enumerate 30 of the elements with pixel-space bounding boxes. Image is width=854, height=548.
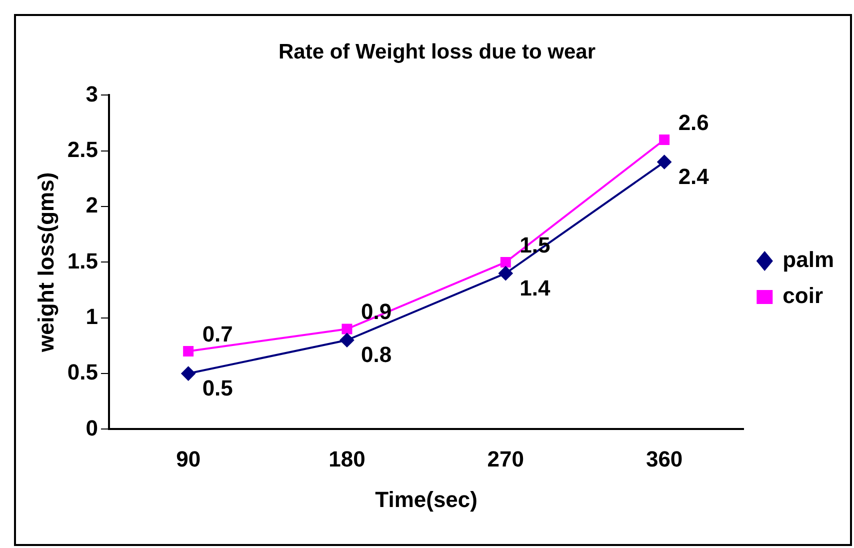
y-tick-label: 0.5	[67, 360, 98, 385]
chart-title: Rate of Weight loss due to wear	[278, 40, 596, 64]
x-tick-label: 90	[176, 446, 201, 472]
data-label: 2.6	[678, 110, 709, 135]
data-label: 0.5	[202, 376, 233, 401]
legend-label: palm	[782, 247, 834, 272]
point	[498, 266, 513, 280]
y-tick-label: 3	[86, 81, 98, 106]
x-tick-label: 270	[487, 446, 524, 472]
point	[659, 134, 670, 145]
point	[342, 324, 352, 334]
data-label: 2.4	[678, 164, 710, 190]
data-label: 0.8	[360, 342, 392, 368]
y-tick-label: 2.5	[67, 136, 98, 162]
y-tick-label: 2	[86, 192, 98, 218]
x-axis-title: Time(sec)	[375, 486, 478, 512]
x-tick-label: 360	[646, 446, 683, 472]
point	[183, 346, 194, 357]
y-tick-label: 1	[86, 304, 98, 329]
x-tick-label: 180	[328, 446, 366, 472]
data-label: 0.7	[202, 321, 233, 346]
y-axis-title: weight loss(gms)	[33, 172, 58, 354]
legend-label: coir	[782, 283, 824, 308]
point	[657, 155, 672, 169]
y-tick-label: 1.5	[67, 248, 98, 274]
point	[500, 256, 511, 268]
point	[181, 366, 196, 381]
data-label: 1.4	[520, 275, 551, 300]
y-tick-label: 0	[86, 415, 98, 440]
point	[340, 333, 354, 348]
